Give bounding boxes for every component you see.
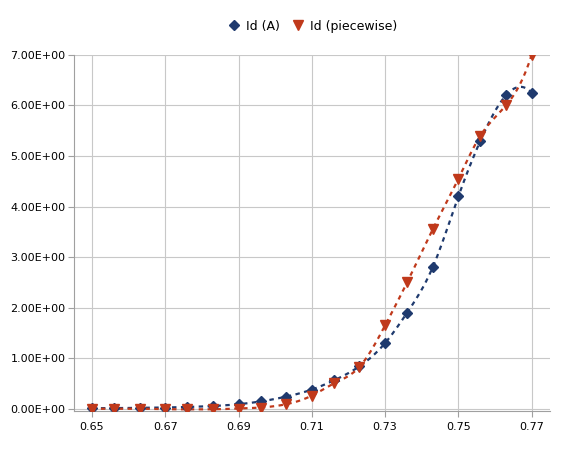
Line: Id (A): Id (A) [88,89,535,412]
Id (A) [308,387,315,392]
Id (A) [283,394,290,399]
Id (piecewise) [136,406,143,411]
Id (piecewise) [88,406,95,411]
Id (piecewise) [257,405,264,410]
Id (piecewise) [404,280,411,285]
Id (piecewise) [210,407,217,412]
Id (piecewise) [308,393,315,399]
Id (A) [477,138,484,143]
Id (A) [136,405,143,410]
Id (piecewise) [235,406,242,411]
Id (A) [382,340,388,346]
Id (A) [162,405,169,410]
Id (A) [429,265,436,270]
Id (piecewise) [111,406,117,411]
Id (piecewise) [162,407,169,412]
Id (A) [356,364,363,369]
Id (A) [257,399,264,404]
Id (A) [404,310,411,315]
Id (piecewise) [331,381,337,386]
Id (A) [502,93,509,98]
Id (piecewise) [477,133,484,138]
Id (piecewise) [455,176,462,181]
Id (A) [88,405,95,411]
Id (A) [455,194,462,199]
Id (piecewise) [502,103,509,108]
Id (A) [331,378,337,383]
Id (A) [210,403,217,409]
Legend: Id (A), Id (piecewise): Id (A), Id (piecewise) [221,15,403,38]
Id (A) [528,90,535,96]
Id (A) [184,404,191,410]
Id (piecewise) [283,402,290,407]
Line: Id (piecewise): Id (piecewise) [87,50,536,414]
Id (A) [235,402,242,407]
Id (piecewise) [528,52,535,58]
Id (piecewise) [382,323,388,328]
Id (piecewise) [429,227,436,232]
Id (piecewise) [184,407,191,412]
Id (A) [111,405,117,411]
Id (piecewise) [356,364,363,370]
